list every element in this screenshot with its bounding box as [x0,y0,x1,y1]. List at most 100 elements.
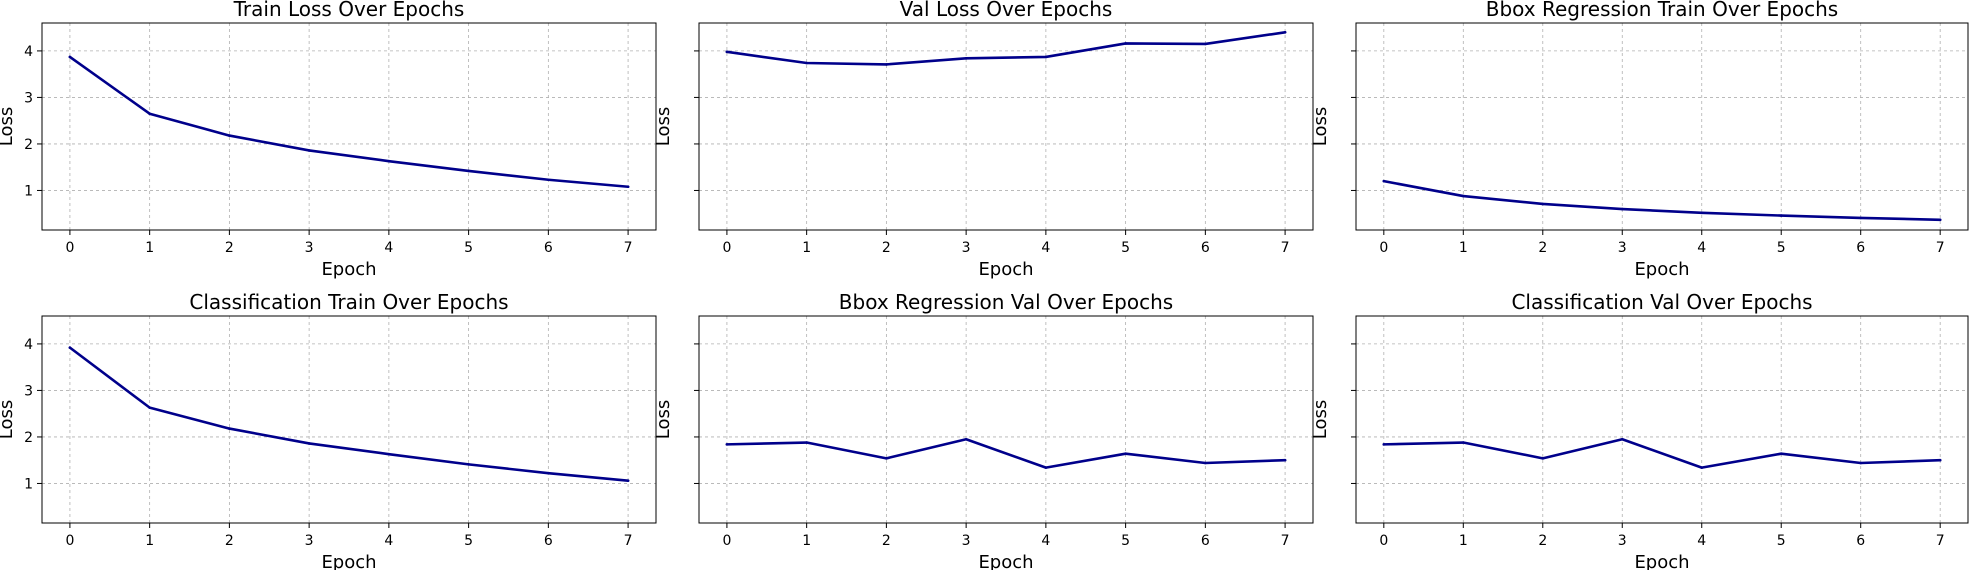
x-tick-label: 4 [1697,533,1706,549]
x-tick-label: 2 [225,533,234,549]
x-tick-label: 1 [802,533,811,549]
y-axis-label: Loss [1310,107,1331,146]
x-axis-label: Epoch [1634,259,1689,280]
data-point [1461,194,1465,198]
x-tick-label: 6 [1201,533,1210,549]
x-tick-label: 0 [1379,240,1388,256]
data-point [1541,202,1545,206]
plot-frame [1355,22,1969,231]
x-tick-label: 4 [1697,240,1706,256]
plot-frame [41,315,657,524]
data-point [1620,207,1624,211]
data-point [1700,466,1704,469]
y-tick-label: 4 [24,337,33,353]
x-tick-label: 3 [305,240,314,256]
x-tick-label: 4 [1041,533,1050,549]
x-tick-label: 0 [65,533,74,549]
data-point [1044,55,1048,59]
chart-title: Bbox Regression Train Over Epochs [1486,0,1838,21]
data-point [964,437,968,441]
x-tick-label: 7 [1936,533,1945,549]
x-tick-label: 7 [624,240,633,256]
chart-title: Classification Val Over Epochs [1511,290,1812,314]
x-tick-label: 0 [722,533,731,549]
x-tick-label: 7 [1281,240,1290,256]
data-point [1204,42,1207,46]
x-tick-label: 1 [1459,533,1468,549]
y-tick-label: 3 [24,90,33,106]
x-tick-label: 2 [1538,533,1547,549]
data-point [885,63,888,66]
data-point [1124,452,1127,455]
data-point [1859,461,1863,465]
x-tick-label: 1 [145,240,154,256]
data-point [1461,441,1465,444]
chart-panel-3: 0 1 2 3 4 5 6 7 Bbox Regression Train Over Epoch… [1310,0,1969,280]
x-tick-label: 3 [962,533,971,549]
x-tick-label: 0 [1379,533,1388,549]
chart-panel-1: 0 1 2 3 4 5 6 7 1 2 3 4 Train Loss Over Epochs Epoch L… [0,0,657,280]
x-tick-label: 3 [1618,240,1627,256]
x-tick-label: 5 [464,533,473,549]
x-tick-label: 5 [464,240,473,256]
x-axis-label: Epoch [978,259,1033,280]
data-point [1620,437,1624,441]
chart-title: Bbox Regression Val Over Epochs [839,290,1173,314]
data-point [228,427,231,430]
chart-panel-6: 0 1 2 3 4 5 6 7 Classification Val Over Epochs Ep… [1310,290,1969,570]
y-axis-label: Loss [0,400,17,439]
x-axis-label: Epoch [1634,552,1689,570]
chart-title: Train Loss Over Epochs [233,0,465,21]
x-axis-label: Epoch [321,552,376,570]
y-tick-label: 4 [24,44,33,60]
chart-title: Classification Train Over Epochs [189,290,508,314]
x-tick-label: 5 [1121,533,1130,549]
data-point [148,112,151,116]
x-tick-label: 0 [722,240,731,256]
x-tick-label: 6 [1201,240,1210,256]
data-point [1779,214,1783,217]
x-tick-label: 2 [225,240,234,256]
x-tick-label: 4 [384,240,393,256]
series-line [68,346,630,482]
x-tick-label: 2 [1538,240,1547,256]
data-point [1938,218,1942,222]
y-axis-label: Loss [0,107,17,146]
data-point [964,57,968,60]
data-point [387,159,391,163]
data-point [1700,211,1704,215]
data-point [1859,216,1863,220]
data-point [1124,42,1127,45]
series-line [725,31,1287,66]
data-point [1283,458,1287,462]
data-point [805,441,808,444]
data-point [805,61,808,65]
data-point [68,55,72,59]
y-tick-label: 1 [24,476,33,492]
x-tick-label: 6 [1856,533,1865,549]
chart-title: Val Loss Over Epochs [900,0,1113,21]
plot-frame [1355,315,1969,524]
x-tick-label: 6 [544,240,553,256]
y-axis-label: Loss [653,107,674,146]
data-point [1541,457,1545,460]
x-tick-label: 5 [1777,240,1786,256]
x-tick-label: 3 [962,240,971,256]
series-line [68,55,630,189]
chart-panel-2: 0 1 2 3 4 5 6 7 Val Loss Over Epochs Epoch Loss [653,0,1314,280]
chart-panel-5: 0 1 2 3 4 5 6 7 Bbox Regression Val Over Epochs E… [653,290,1314,570]
data-point [387,452,391,456]
x-tick-label: 1 [145,533,154,549]
data-point [1382,179,1386,183]
data-point [68,346,72,349]
series-line [1382,437,1942,469]
data-point [725,443,729,446]
data-point [1938,458,1942,462]
data-point [626,479,630,482]
series-line [1382,179,1942,222]
x-tick-label: 0 [65,240,74,256]
data-point [467,463,470,466]
data-point [725,50,729,54]
x-tick-label: 2 [882,533,891,549]
